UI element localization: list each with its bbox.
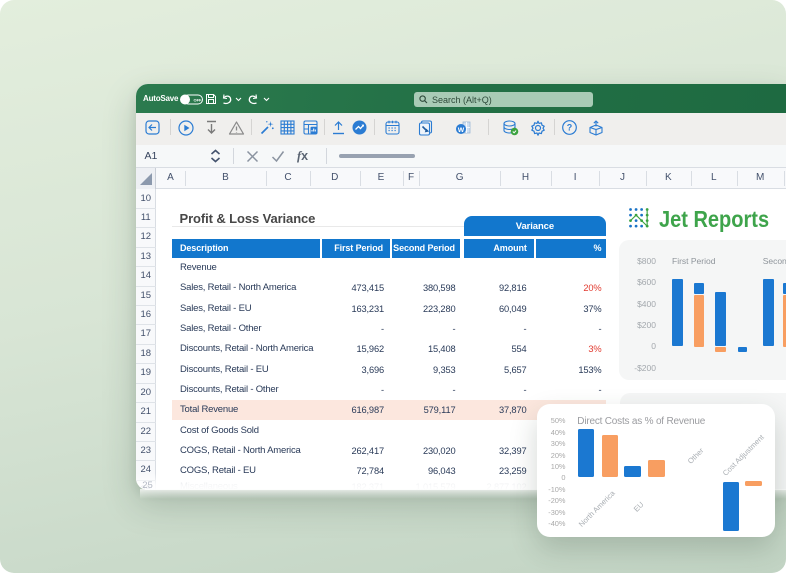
svg-text:?: ? bbox=[567, 123, 573, 133]
svg-text:w: w bbox=[457, 125, 465, 134]
svg-text:OFF: OFF bbox=[194, 98, 203, 103]
